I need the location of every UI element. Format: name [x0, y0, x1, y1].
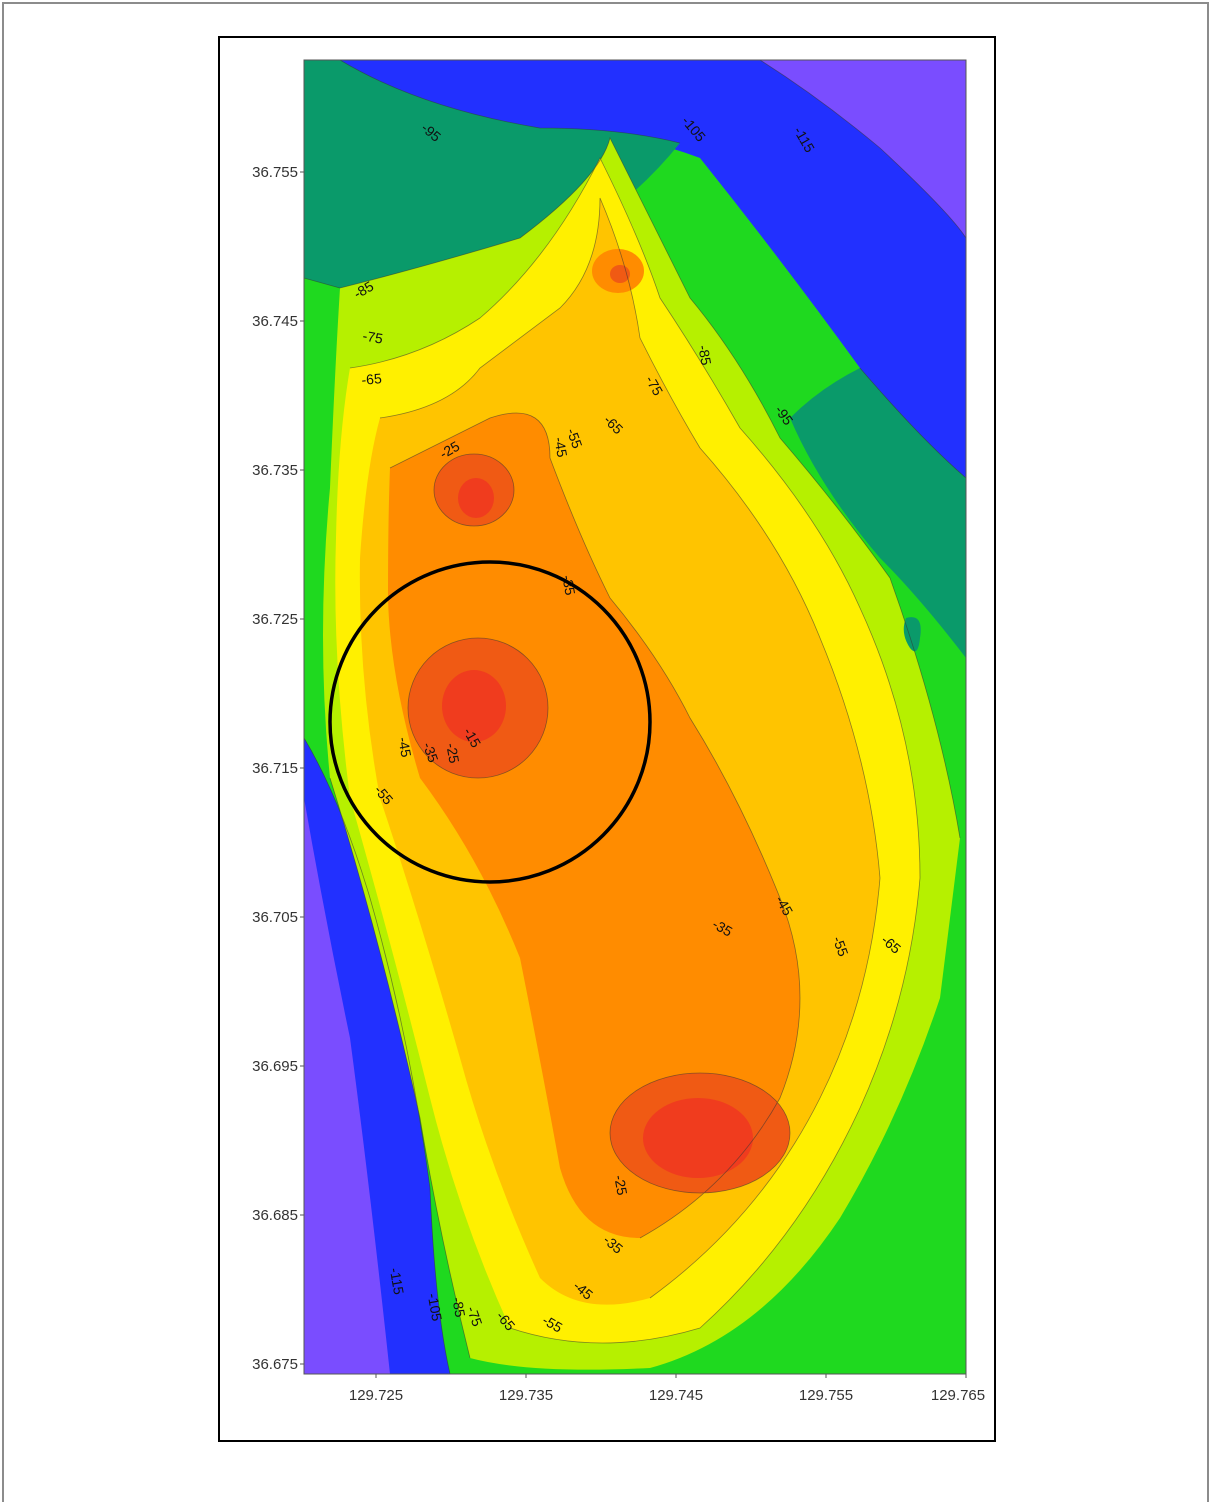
bathymetry-map: 36.755 36.745 36.735 36.725 36.715 36.705 36.6… — [218, 36, 996, 1442]
y-tick-label: 36.745 — [252, 313, 298, 330]
y-tick-label: 36.685 — [252, 1207, 298, 1224]
contour-label: -65 — [361, 370, 383, 388]
contour-label: -75 — [464, 1304, 486, 1329]
x-tick-label: 129.735 — [499, 1387, 553, 1404]
contour-label: -105 — [425, 1292, 446, 1323]
y-tick-label: 36.755 — [252, 164, 298, 181]
x-tick-label: 129.755 — [799, 1387, 853, 1404]
contour-map-svg: 36.755 36.745 36.735 36.725 36.715 36.705 36.6… — [252, 59, 985, 1404]
contour-label: -25 — [443, 742, 462, 765]
y-tick-label: 36.725 — [252, 611, 298, 628]
y-tick-label: 36.715 — [252, 760, 298, 777]
contour-label: -55 — [564, 426, 586, 451]
y-tick-label: 36.695 — [252, 1058, 298, 1075]
contour-label: -35 — [420, 740, 442, 765]
x-tick-label: 129.725 — [349, 1387, 403, 1404]
y-tick-label: 36.735 — [252, 462, 298, 479]
contour-label: -45 — [551, 436, 570, 459]
x-tick-label: 129.745 — [649, 1387, 703, 1404]
plot-border — [303, 59, 967, 1375]
contour-label: -85 — [449, 1296, 468, 1319]
contour-label: -75 — [362, 327, 385, 346]
contour-label: -45 — [395, 736, 414, 759]
contour-label: -55 — [830, 934, 852, 959]
y-tick-label: 36.705 — [252, 909, 298, 926]
x-tick-label: 129.765 — [931, 1387, 985, 1404]
contour-label: -25 — [611, 1174, 630, 1197]
contour-label: -115 — [387, 1266, 407, 1296]
y-axis: 36.755 36.745 36.735 36.725 36.715 36.705 36.6… — [252, 164, 304, 1373]
circle-highlight — [328, 560, 652, 884]
contour-fill — [304, 60, 966, 1374]
x-axis: 129.725 129.735 129.745 129.755 129.765 — [349, 1374, 985, 1404]
contour-label: -85 — [695, 344, 714, 367]
y-tick-label: 36.675 — [252, 1356, 298, 1373]
